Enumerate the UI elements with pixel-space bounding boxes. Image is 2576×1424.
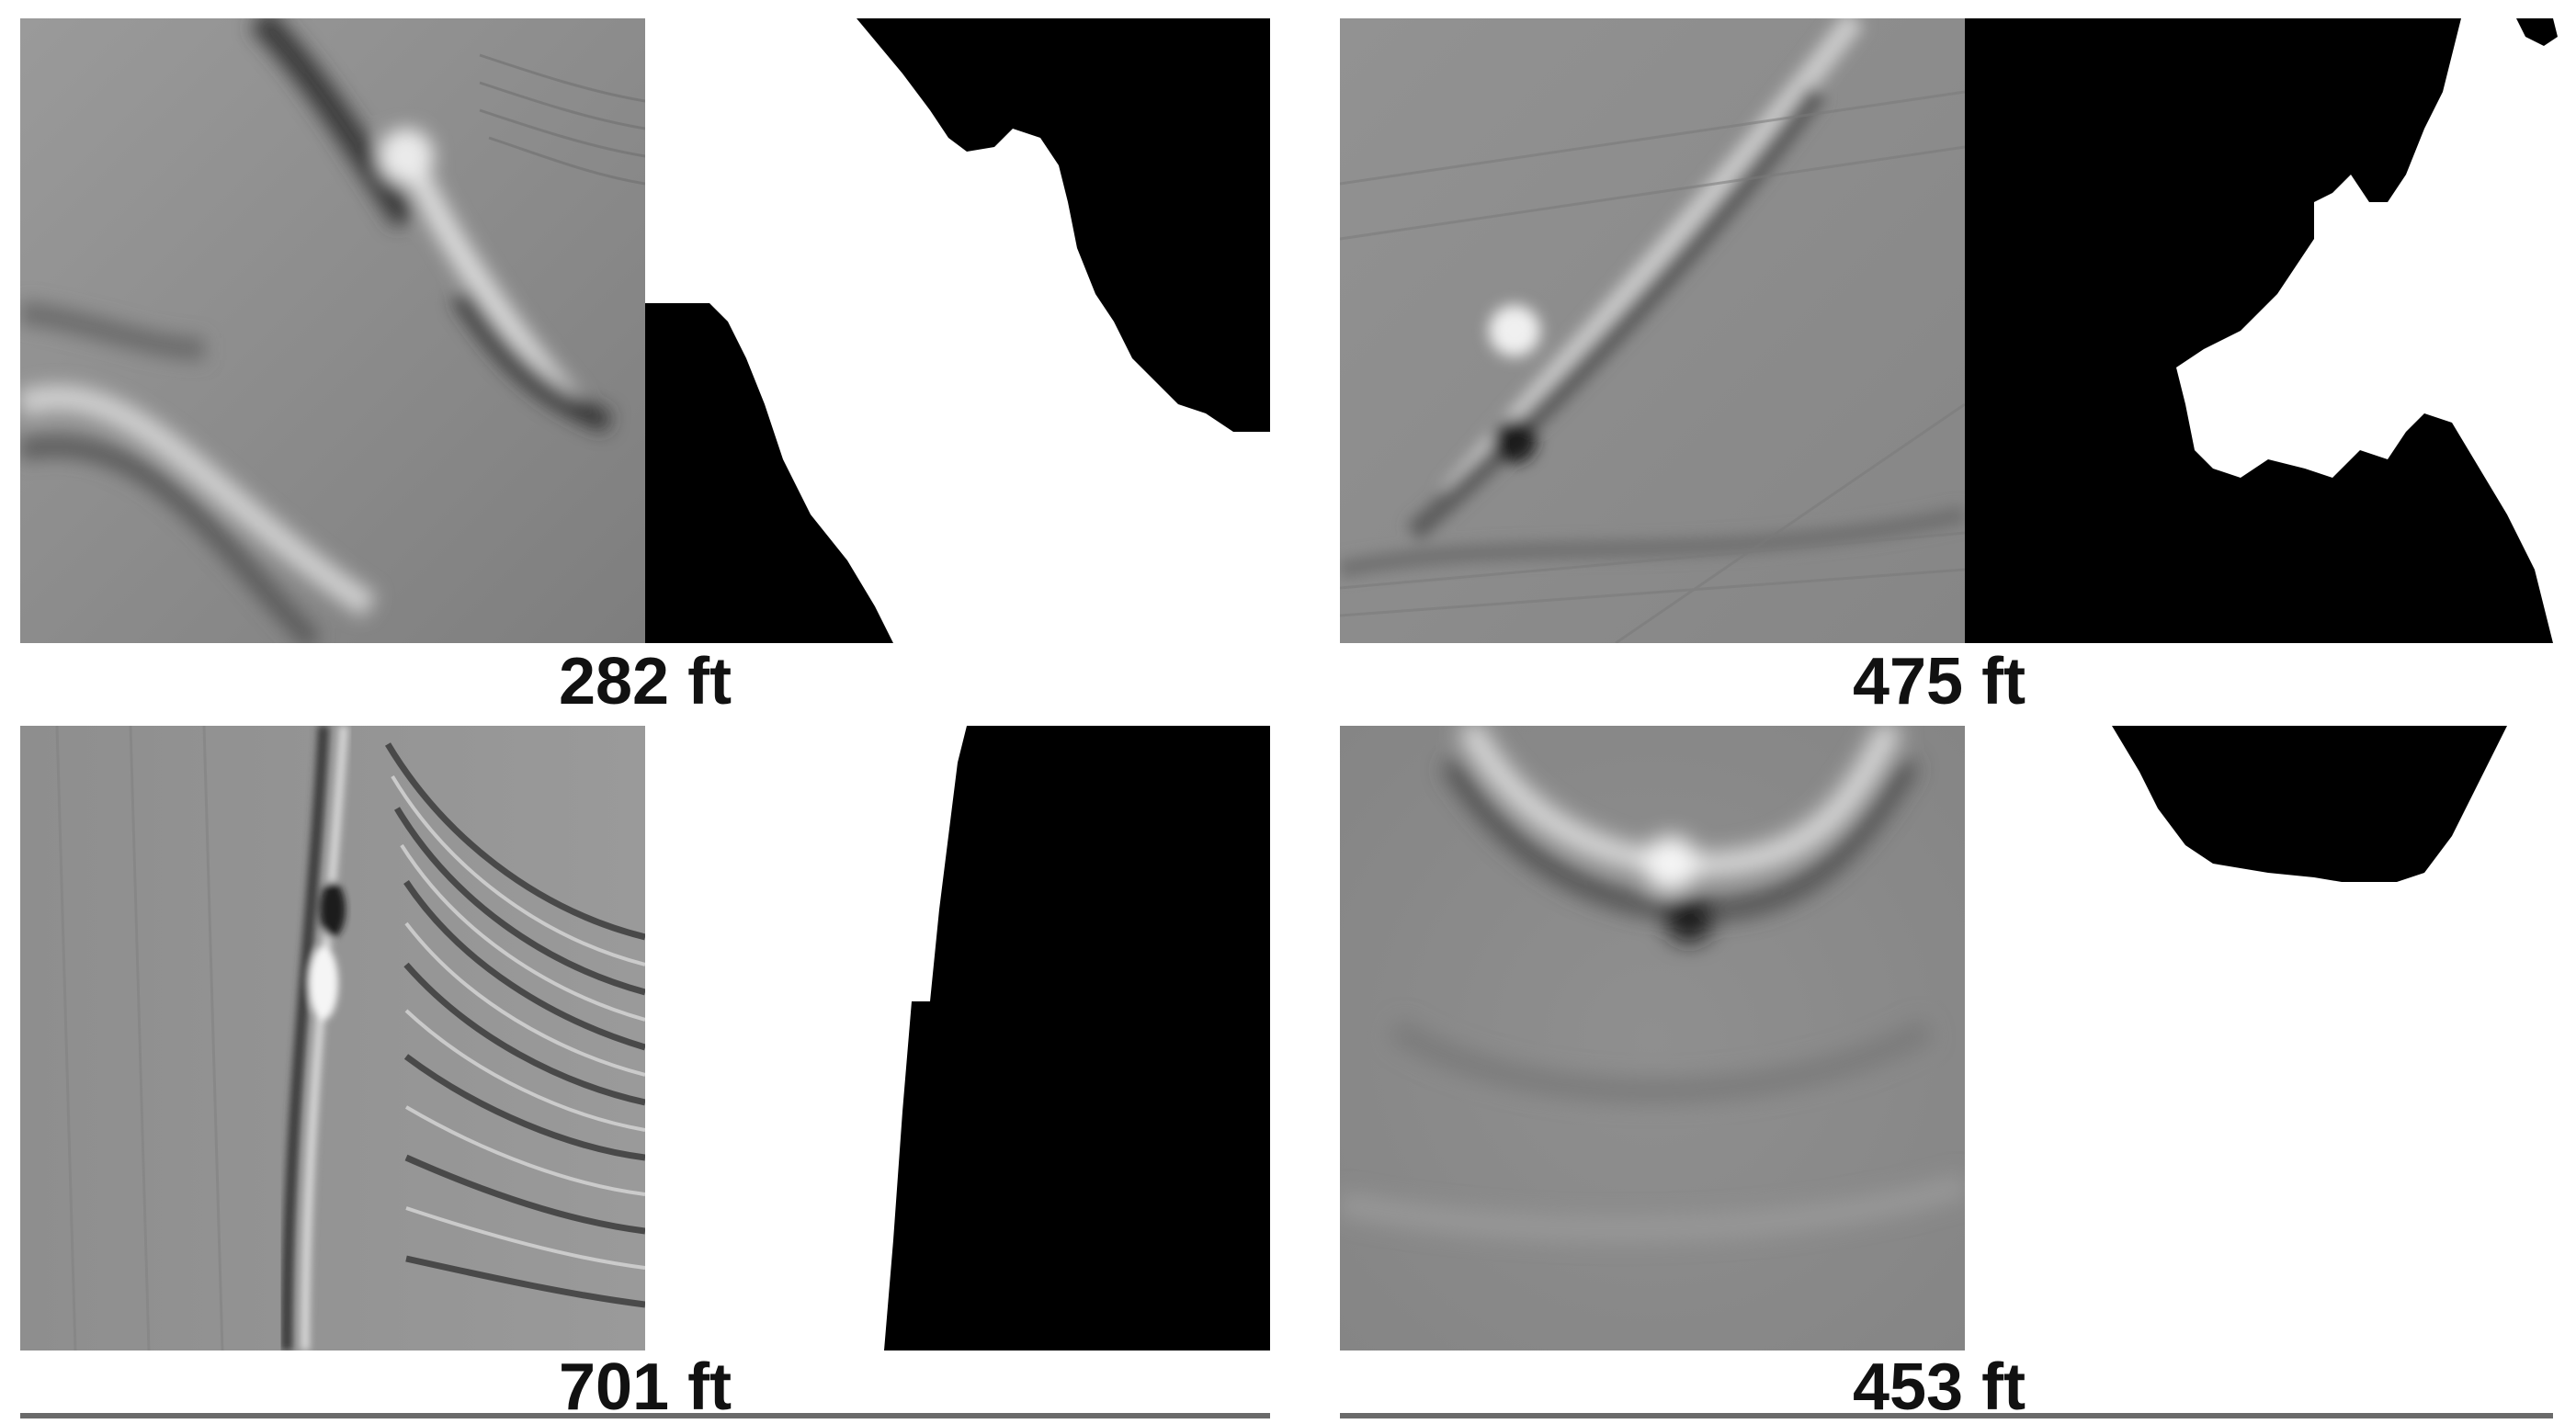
panel-453ft: 453 ft [1314, 717, 2576, 1424]
mask-image-3 [645, 726, 1270, 1351]
panel-label: 282 ft [558, 645, 732, 718]
next-row-strip-right [1340, 1413, 2553, 1418]
seismic-image-4 [1340, 726, 1965, 1351]
seismic-image-1 [20, 18, 645, 643]
seismic-image-3 [20, 726, 645, 1351]
panel-475ft: 475 ft [1314, 0, 2576, 718]
seismic-image-2 [1340, 18, 1965, 643]
panel-label: 475 ft [1852, 645, 2026, 718]
panel-label: 453 ft [1852, 1351, 2026, 1424]
panel-282ft: 282 ft [0, 0, 1287, 718]
mask-image-2 [1965, 18, 2576, 643]
next-row-strip-left [20, 1413, 1270, 1418]
panel-label: 701 ft [558, 1351, 732, 1424]
mask-image-4 [1965, 726, 2576, 1351]
mask-image-1 [645, 18, 1270, 643]
panel-701ft: 701 ft [0, 717, 1287, 1424]
